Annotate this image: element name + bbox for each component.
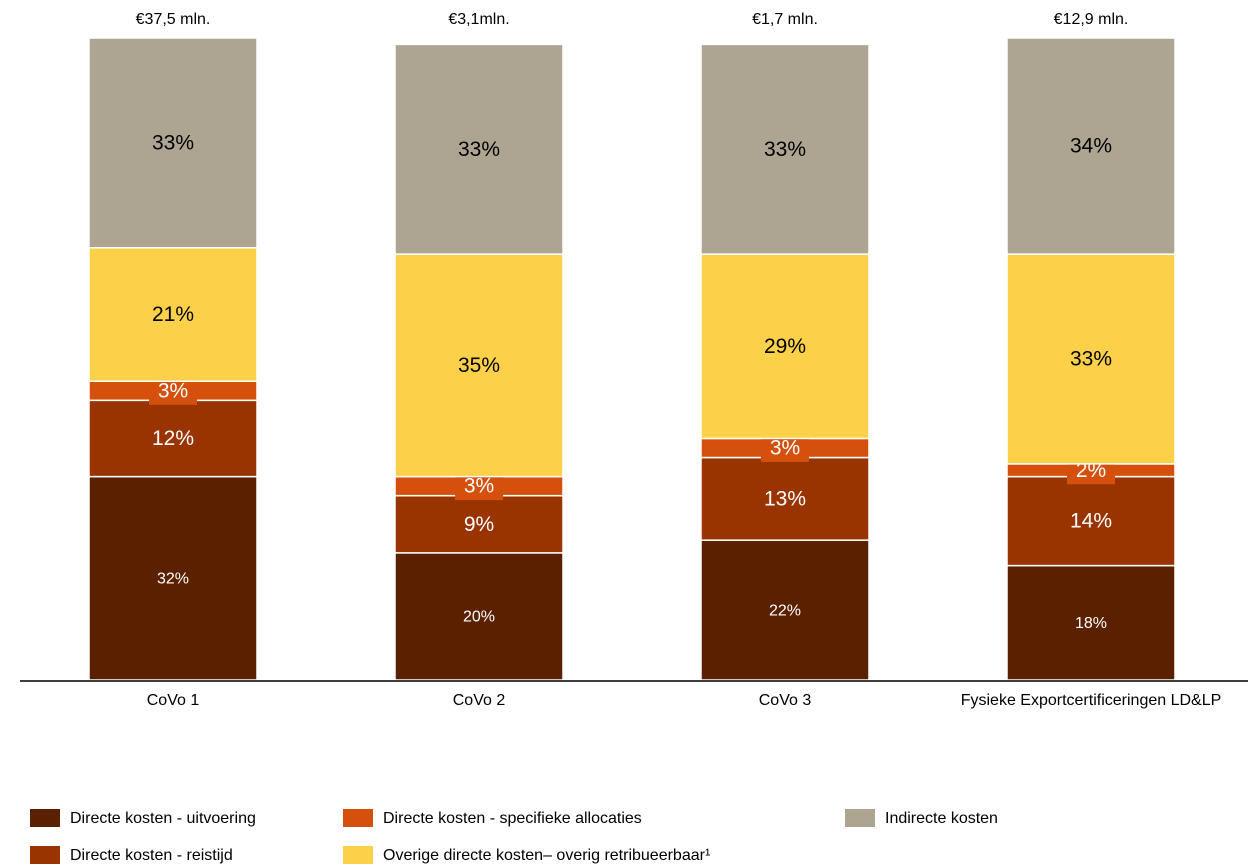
bar-segment bbox=[394, 494, 564, 554]
value-label: 33% bbox=[764, 138, 806, 161]
category-label: Fysieke Exportcertificeringen LD&LP bbox=[960, 692, 1222, 709]
legend-swatch bbox=[30, 846, 60, 864]
bar-segment bbox=[700, 253, 870, 440]
legend-swatch bbox=[343, 846, 373, 864]
value-label: 13% bbox=[764, 487, 806, 510]
legend-label: Directe kosten - uitvoering bbox=[70, 810, 256, 827]
bar-segment bbox=[394, 43, 564, 255]
bar-segment bbox=[88, 399, 258, 478]
value-label: 34% bbox=[1070, 135, 1112, 158]
value-label: 18% bbox=[1075, 615, 1107, 632]
legend-swatch bbox=[845, 809, 875, 827]
category-label: CoVo 3 bbox=[758, 692, 812, 709]
legend-label: Directe kosten - reistijd bbox=[70, 847, 233, 864]
bar-segment bbox=[88, 247, 258, 382]
value-label: 14% bbox=[1070, 510, 1112, 533]
bar-segment bbox=[1006, 253, 1176, 465]
value-label: 32% bbox=[157, 571, 189, 588]
legend-label: Directe kosten - specifieke allocaties bbox=[383, 810, 642, 827]
value-label: 22% bbox=[769, 602, 801, 619]
bar-segment bbox=[394, 253, 564, 478]
value-label: 9% bbox=[464, 513, 494, 536]
bar-segment bbox=[1006, 475, 1176, 567]
bar-segment bbox=[88, 475, 258, 681]
bar-segment bbox=[1006, 37, 1176, 255]
bar-segment bbox=[394, 552, 564, 681]
legend-label: Indirecte kosten bbox=[885, 810, 998, 827]
value-label: 29% bbox=[764, 335, 806, 358]
legend-swatch bbox=[343, 809, 373, 827]
category-label: CoVo 1 bbox=[146, 692, 200, 709]
value-label: 12% bbox=[152, 427, 194, 450]
value-label: 21% bbox=[152, 303, 194, 326]
value-label: 33% bbox=[152, 131, 194, 154]
value-label: 33% bbox=[458, 138, 500, 161]
value-label: 33% bbox=[1070, 348, 1112, 371]
value-label: 3% bbox=[464, 475, 494, 498]
total-label: €37,5 mln. bbox=[136, 11, 211, 28]
legend-label: Overige directe kosten– overig retribuee… bbox=[383, 847, 710, 864]
bar-segment bbox=[1006, 564, 1176, 681]
bar-segment bbox=[88, 37, 258, 249]
bar-segment bbox=[700, 456, 870, 541]
total-label: €1,7 mln. bbox=[752, 11, 818, 28]
bar-segment bbox=[700, 43, 870, 255]
value-label: 20% bbox=[463, 609, 495, 626]
value-label: 35% bbox=[458, 354, 500, 377]
total-label: €3,1mln. bbox=[448, 11, 509, 28]
legend-swatch bbox=[30, 809, 60, 827]
value-label: 3% bbox=[158, 379, 188, 402]
category-label: CoVo 2 bbox=[452, 692, 506, 709]
total-label: €12,9 mln. bbox=[1054, 11, 1129, 28]
value-label: 3% bbox=[770, 437, 800, 460]
